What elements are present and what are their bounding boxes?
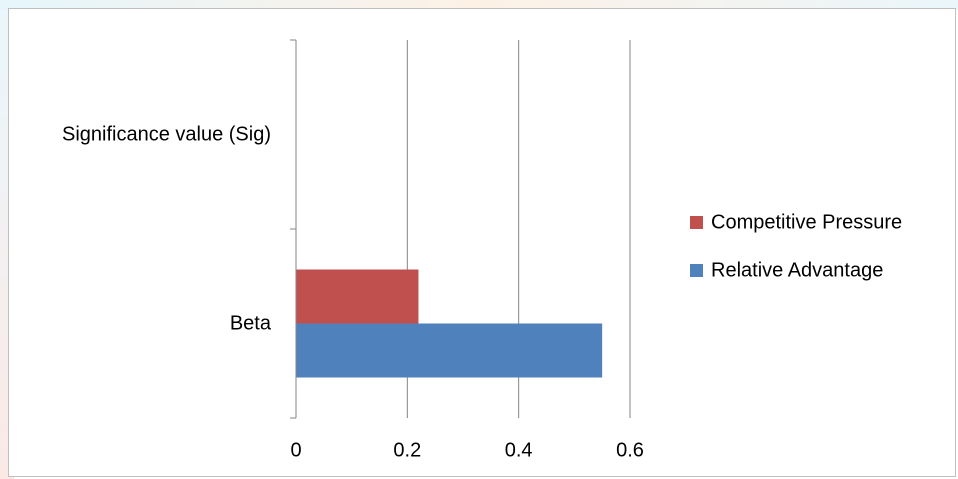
x-tick-label: 0.6 bbox=[616, 439, 644, 461]
legend-swatch-relative-advantage bbox=[690, 264, 703, 277]
legend-label-competitive-pressure: Competitive Pressure bbox=[711, 211, 902, 233]
background-strip-top bbox=[0, 0, 958, 10]
bar-relative-advantage-beta bbox=[296, 323, 603, 378]
chart-frame bbox=[8, 8, 956, 477]
category-label-sig: Significance value (Sig) bbox=[62, 123, 271, 145]
bars bbox=[296, 269, 603, 378]
x-tick-label: 0.2 bbox=[393, 439, 421, 461]
bar-competitive-pressure-beta bbox=[296, 269, 419, 324]
x-tick-label: 0.4 bbox=[505, 439, 533, 461]
legend: Competitive Pressure Relative Advantage bbox=[690, 211, 902, 281]
legend-swatch-competitive-pressure bbox=[690, 216, 703, 229]
axis-labels: Significance value (Sig) Beta 0 0.2 0.4 0.6 bbox=[62, 123, 644, 461]
category-label-beta: Beta bbox=[230, 312, 272, 334]
axes bbox=[290, 39, 297, 419]
legend-label-relative-advantage: Relative Advantage bbox=[711, 259, 883, 281]
x-tick-label: 0 bbox=[290, 439, 301, 461]
